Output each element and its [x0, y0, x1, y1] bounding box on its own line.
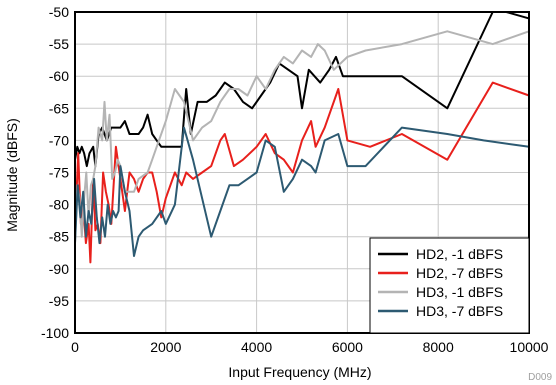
x-tick-labels: 0 2000 4000 6000 8000 10000 — [71, 339, 549, 355]
y-tick-label: -60 — [49, 68, 69, 84]
series-layer — [74, 11, 530, 264]
x-tick-label: 8000 — [423, 339, 454, 355]
y-tick-label: -75 — [49, 165, 69, 181]
legend: HD2, -1 dBFS HD2, -7 dBFS HD3, -1 dBFS HD3,… — [369, 237, 530, 334]
y-tick-label: -80 — [49, 197, 69, 213]
series-line-hd3-1-dbfs — [74, 30, 530, 244]
legend-label: HD3, -1 dBFS — [416, 284, 503, 300]
x-tick-label: 10000 — [510, 339, 549, 355]
y-axis-label: Magnitude (dBFS) — [4, 118, 20, 232]
x-tick-label: 2000 — [150, 339, 181, 355]
y-tick-label: -85 — [49, 229, 69, 245]
watermark: D009 — [528, 372, 552, 383]
y-tick-label: -95 — [49, 293, 69, 309]
x-tick-label: 6000 — [332, 339, 363, 355]
y-tick-labels: -100 -95 -90 -85 -80 -75 -70 -65 -60 -55 -50 — [41, 4, 69, 341]
legend-label: HD2, -7 dBFS — [416, 265, 503, 281]
y-tick-label: -50 — [49, 4, 69, 20]
legend-label: HD2, -1 dBFS — [416, 246, 503, 262]
y-tick-label: -55 — [49, 36, 69, 52]
y-tick-label: -90 — [49, 261, 69, 277]
y-tick-label: -70 — [49, 132, 69, 148]
x-axis-label: Input Frequency (MHz) — [228, 364, 371, 380]
legend-label: HD3, -7 dBFS — [416, 303, 503, 319]
series-line-hd3-7-dbfs — [74, 126, 530, 257]
plot-frame — [74, 11, 530, 334]
y-tick-label: -65 — [49, 100, 69, 116]
x-tick-label: 0 — [71, 339, 79, 355]
x-tick-label: 4000 — [241, 339, 272, 355]
y-tick-label: -100 — [41, 325, 69, 341]
